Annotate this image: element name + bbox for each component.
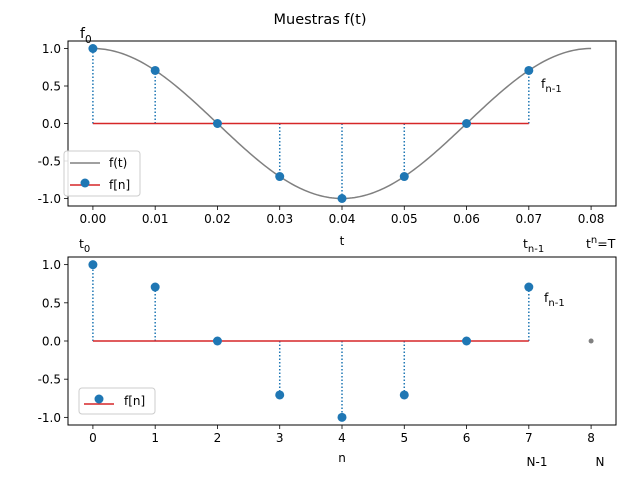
- bottom-annotation-N-1: N-1: [527, 455, 548, 469]
- top-x-tick-label: 0.04: [329, 212, 356, 226]
- top-y-tick-label: 0.0: [42, 117, 61, 131]
- top-plot-area: [88, 44, 592, 203]
- sample-marker: [212, 336, 222, 346]
- top-x-tick-label: 0.05: [391, 212, 418, 226]
- top-x-tick-label: 0.06: [453, 212, 480, 226]
- top-x-tick-label: 0.08: [578, 212, 605, 226]
- legend-stem-marker-swatch: [80, 178, 90, 188]
- bottom-plot-area: [88, 260, 594, 422]
- sample-marker: [337, 412, 347, 422]
- bottom-x-tick-label: 1: [151, 431, 159, 445]
- bottom-annotation-tn-T: tn=T: [586, 235, 616, 251]
- bottom-legend: f[n]: [78, 387, 156, 415]
- sample-marker: [88, 260, 98, 270]
- bottom-x-tick-label: 2: [214, 431, 222, 445]
- svg-text:tn=T: tn=T: [586, 235, 616, 251]
- bottom-x-tick-label: 6: [463, 431, 471, 445]
- top-x-tick-label: 0.01: [142, 212, 169, 226]
- top-x-tick-label: 0.02: [204, 212, 231, 226]
- bottom-y-tick-label: 0.5: [42, 296, 61, 310]
- bottom-annotation-tn-1: tn-1: [523, 236, 544, 255]
- sample-marker: [150, 65, 160, 75]
- top-x-tick-label: 0.07: [515, 212, 542, 226]
- top-annotation-f0: f0: [80, 26, 92, 46]
- bottom-y-tick-label: -0.5: [38, 373, 61, 387]
- bottom-x-tick-label: 5: [400, 431, 408, 445]
- svg-text:fn-1: fn-1: [544, 290, 565, 309]
- legend-stem-label: f[n]: [109, 178, 130, 192]
- svg-text:f0: f0: [80, 26, 92, 46]
- bottom-axes: 0 1 2 3 4 5 6 7 81.00.50.0-0.5-1.0 n fn-1 N-1 N …: [38, 256, 617, 469]
- bottom-annotation-t0: t0: [79, 236, 90, 255]
- top-axis-ticks: 0.00 0.01 0.02 0.03 0.04 0.05 0.06 0.07 0.08 1.0 0…: [38, 42, 605, 226]
- top-y-tick-label: -0.5: [38, 155, 61, 169]
- bottom-x-tick-label: 8: [587, 431, 595, 445]
- sample-marker: [399, 172, 409, 182]
- figure-title: Muestras f(t): [274, 12, 367, 28]
- bottom-y-tick-label: -1.0: [38, 411, 61, 425]
- bottom-x-tick-label: 4: [338, 431, 346, 445]
- svg-text:fn-1: fn-1: [541, 76, 562, 95]
- bottom-axis-ticks: 0 1 2 3 4 5 6 7 8 1.0 0.5 0.0 -0.5 -1.0: [38, 258, 595, 445]
- bottom-x-tick-label: 3: [276, 431, 284, 445]
- top-x-tick-label: 0.03: [266, 212, 293, 226]
- sample-marker: [275, 390, 285, 400]
- sample-marker: [462, 119, 472, 128]
- svg-text:tn-1: tn-1: [523, 236, 544, 255]
- sample-marker: [524, 282, 534, 292]
- sample-marker: [275, 172, 285, 182]
- top-x-axis-label: t: [340, 234, 345, 248]
- top-legend: f(t) f[n]: [63, 150, 141, 197]
- legend-curve-label: f(t): [109, 156, 127, 170]
- top-y-tick-label: 1.0: [42, 42, 61, 56]
- sample-marker: [150, 282, 160, 292]
- top-y-tick-label: 0.5: [42, 80, 61, 94]
- bottom-annotation-N: N: [596, 455, 605, 469]
- sample-marker: [462, 336, 472, 346]
- extra-point-marker: [588, 338, 594, 344]
- sample-marker: [524, 65, 534, 75]
- legend-stem-label: f[n]: [124, 394, 145, 408]
- bottom-x-tick-label: 7: [525, 431, 533, 445]
- legend-stem-marker-swatch: [94, 394, 104, 404]
- svg-text:t0: t0: [79, 236, 90, 255]
- bottom-x-tick-label: 0: [89, 431, 97, 445]
- top-y-tick-label: -1.0: [38, 192, 61, 206]
- bottom-annotation-fn-1: fn-1: [544, 290, 565, 309]
- top-axes: 0.00 0.01 0.02 0.03 0.04 0.05 0.06 0.07 0.08 1.0 0…: [38, 26, 617, 255]
- sample-marker: [399, 390, 409, 400]
- sample-marker: [212, 119, 222, 128]
- bottom-x-axis-label: n: [338, 451, 346, 465]
- bottom-y-tick-label: 1.0: [42, 258, 61, 272]
- bottom-y-tick-label: 0.0: [42, 335, 61, 349]
- top-annotation-fn-1: fn-1: [541, 76, 562, 95]
- sample-marker: [88, 44, 98, 53]
- top-x-tick-label: 0.00: [80, 212, 107, 226]
- sample-marker: [337, 194, 347, 203]
